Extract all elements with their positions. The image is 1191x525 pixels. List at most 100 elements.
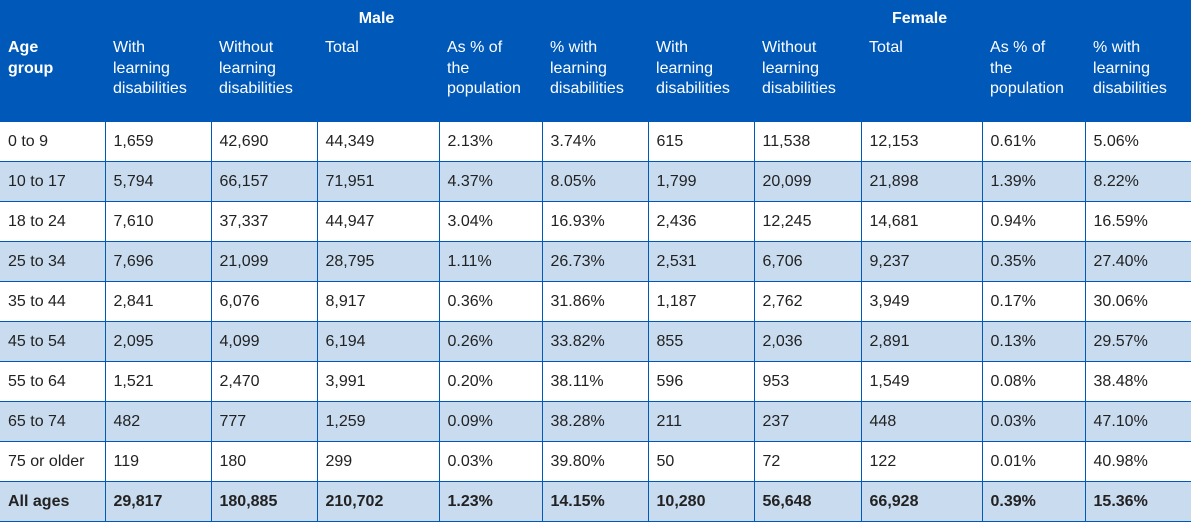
- table-row: 35 to 44 2,841 6,076 8,917 0.36% 31.86% 1,187 2…: [0, 281, 1191, 322]
- age-group-cell: 55 to 64: [0, 361, 106, 402]
- header-line: learning: [219, 59, 276, 77]
- value-cell: 38.11%: [541, 361, 649, 402]
- header-line: the: [990, 59, 1013, 77]
- value-cell: 482: [104, 401, 212, 442]
- value-cell: 1.23%: [438, 481, 543, 522]
- header-line: As % of: [447, 39, 503, 56]
- value-cell: 10,280: [647, 481, 755, 522]
- value-cell: 9,237: [860, 241, 983, 282]
- value-cell: 71,951: [316, 161, 440, 202]
- age-group-cell: 25 to 34: [0, 241, 106, 282]
- value-cell: 21,099: [210, 241, 318, 282]
- header-line: With: [656, 39, 689, 56]
- column-header-male-pct-population: As % of the population: [439, 38, 542, 122]
- value-cell: 38.48%: [1084, 361, 1191, 402]
- value-cell: 0.20%: [438, 361, 543, 402]
- header-line: disabilities: [656, 80, 730, 97]
- value-cell: 50: [647, 441, 755, 482]
- value-cell: 27.40%: [1084, 241, 1191, 282]
- value-cell: 4,099: [210, 321, 318, 362]
- value-cell: 1.39%: [981, 161, 1086, 202]
- age-group-cell: 35 to 44: [0, 281, 106, 322]
- column-header-age-group: Age group: [0, 38, 105, 122]
- value-cell: 2,841: [104, 281, 212, 322]
- value-cell: 31.86%: [541, 281, 649, 322]
- header-line: disabilities: [762, 80, 836, 97]
- value-cell: 3,949: [860, 281, 983, 322]
- value-cell: 47.10%: [1084, 401, 1191, 442]
- value-cell: 777: [210, 401, 318, 442]
- group-header-blank: [0, 0, 105, 38]
- value-cell: 66,928: [860, 481, 983, 522]
- header-line: disabilities: [550, 80, 624, 97]
- value-cell: 14.15%: [541, 481, 649, 522]
- table-header: Male Female Age group With learning disabili…: [0, 0, 1191, 122]
- value-cell: 16.59%: [1084, 201, 1191, 242]
- value-cell: 1,187: [647, 281, 755, 322]
- header-line: Age: [8, 39, 39, 56]
- value-cell: 2,762: [753, 281, 862, 322]
- header-line: group: [8, 59, 54, 77]
- value-cell: 44,349: [316, 121, 440, 162]
- header-line: learning: [656, 59, 713, 77]
- value-cell: 44,947: [316, 201, 440, 242]
- table-row: 10 to 17 5,794 66,157 71,951 4.37% 8.05% 1,799…: [0, 161, 1191, 202]
- value-cell: 26.73%: [541, 241, 649, 282]
- value-cell: 8,917: [316, 281, 440, 322]
- value-cell: 1,259: [316, 401, 440, 442]
- value-cell: 1,521: [104, 361, 212, 402]
- table-row: 25 to 34 7,696 21,099 28,795 1.11% 26.73% 2,53…: [0, 241, 1191, 282]
- age-group-cell: 10 to 17: [0, 161, 106, 202]
- age-group-cell: 0 to 9: [0, 121, 106, 162]
- value-cell: 0.36%: [438, 281, 543, 322]
- value-cell: 3,991: [316, 361, 440, 402]
- table-row: 55 to 64 1,521 2,470 3,991 0.20% 38.11% 596 953…: [0, 361, 1191, 402]
- value-cell: 2,036: [753, 321, 862, 362]
- value-cell: 1,549: [860, 361, 983, 402]
- value-cell: 6,706: [753, 241, 862, 282]
- value-cell: 0.61%: [981, 121, 1086, 162]
- column-header-male-without-ld: Without learning disabilities: [211, 38, 317, 122]
- group-header-female: Female: [648, 0, 1191, 38]
- header-line: learning: [1093, 59, 1150, 77]
- table-row: 45 to 54 2,095 4,099 6,194 0.26% 33.82% 855 2,0…: [0, 321, 1191, 362]
- value-cell: 180,885: [210, 481, 318, 522]
- column-header-female-total: Total: [861, 38, 983, 122]
- value-cell: 28,795: [316, 241, 440, 282]
- value-cell: 6,194: [316, 321, 440, 362]
- value-cell: 4.37%: [438, 161, 543, 202]
- age-group-cell: 18 to 24: [0, 201, 106, 242]
- value-cell: 6,076: [210, 281, 318, 322]
- header-line: Without: [762, 39, 817, 56]
- age-group-cell: All ages: [0, 481, 106, 522]
- value-cell: 7,610: [104, 201, 212, 242]
- column-header-male-total: Total: [317, 38, 439, 122]
- header-line: disabilities: [219, 80, 293, 97]
- value-cell: 8.22%: [1084, 161, 1191, 202]
- value-cell: 14,681: [860, 201, 983, 242]
- value-cell: 180: [210, 441, 318, 482]
- value-cell: 237: [753, 401, 862, 442]
- value-cell: 0.39%: [981, 481, 1086, 522]
- value-cell: 66,157: [210, 161, 318, 202]
- value-cell: 2,891: [860, 321, 983, 362]
- value-cell: 2,095: [104, 321, 212, 362]
- value-cell: 0.13%: [981, 321, 1086, 362]
- table-row: 75 or older 119 180 299 0.03% 39.80% 50 72 122 0.…: [0, 441, 1191, 482]
- value-cell: 29.57%: [1084, 321, 1191, 362]
- value-cell: 15.36%: [1084, 481, 1191, 522]
- header-line: learning: [113, 59, 170, 77]
- value-cell: 2.13%: [438, 121, 543, 162]
- table-body: 0 to 9 1,659 42,690 44,349 2.13% 3.74% 615 11,5…: [0, 121, 1191, 522]
- age-group-cell: 75 or older: [0, 441, 106, 482]
- value-cell: 72: [753, 441, 862, 482]
- value-cell: 0.35%: [981, 241, 1086, 282]
- value-cell: 448: [860, 401, 983, 442]
- header-line: disabilities: [113, 80, 187, 97]
- value-cell: 596: [647, 361, 755, 402]
- header-line: population: [447, 80, 521, 97]
- value-cell: 30.06%: [1084, 281, 1191, 322]
- header-line: % with: [550, 39, 598, 56]
- value-cell: 2,470: [210, 361, 318, 402]
- value-cell: 0.03%: [438, 441, 543, 482]
